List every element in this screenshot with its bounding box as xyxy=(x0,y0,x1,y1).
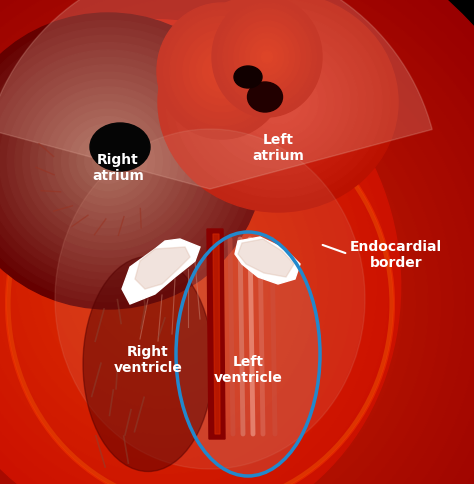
Ellipse shape xyxy=(124,225,276,384)
Ellipse shape xyxy=(202,51,241,92)
Text: Left
atrium: Left atrium xyxy=(252,133,304,163)
Ellipse shape xyxy=(0,91,403,484)
Ellipse shape xyxy=(214,44,342,161)
Ellipse shape xyxy=(230,59,326,147)
Ellipse shape xyxy=(0,58,217,265)
Ellipse shape xyxy=(0,29,247,295)
Ellipse shape xyxy=(0,14,263,309)
Ellipse shape xyxy=(164,11,281,133)
Ellipse shape xyxy=(162,264,238,344)
Ellipse shape xyxy=(223,10,311,106)
Ellipse shape xyxy=(158,0,398,212)
Ellipse shape xyxy=(0,21,255,302)
Ellipse shape xyxy=(0,25,466,484)
Ellipse shape xyxy=(52,163,268,396)
Ellipse shape xyxy=(7,66,209,257)
Ellipse shape xyxy=(234,67,262,89)
Ellipse shape xyxy=(0,44,232,280)
Ellipse shape xyxy=(149,251,251,358)
Polygon shape xyxy=(135,247,190,289)
Ellipse shape xyxy=(0,65,428,484)
Ellipse shape xyxy=(18,72,202,237)
Ellipse shape xyxy=(247,83,283,113)
Ellipse shape xyxy=(112,227,208,331)
Ellipse shape xyxy=(0,46,376,484)
Text: Right
ventricle: Right ventricle xyxy=(114,344,182,374)
Ellipse shape xyxy=(222,52,334,154)
Ellipse shape xyxy=(174,278,225,331)
Ellipse shape xyxy=(15,73,201,250)
Ellipse shape xyxy=(36,131,365,477)
Ellipse shape xyxy=(218,4,317,112)
Ellipse shape xyxy=(88,202,232,357)
Ellipse shape xyxy=(73,171,327,438)
Polygon shape xyxy=(235,238,300,285)
Ellipse shape xyxy=(175,232,320,477)
Ellipse shape xyxy=(64,176,256,383)
Ellipse shape xyxy=(166,0,390,205)
Ellipse shape xyxy=(0,72,353,484)
Ellipse shape xyxy=(183,31,261,113)
Ellipse shape xyxy=(209,58,235,85)
Ellipse shape xyxy=(40,150,280,409)
Ellipse shape xyxy=(216,65,228,78)
Ellipse shape xyxy=(90,124,150,172)
Ellipse shape xyxy=(0,85,340,473)
Ellipse shape xyxy=(27,137,292,422)
Ellipse shape xyxy=(234,22,300,94)
Ellipse shape xyxy=(0,51,224,272)
Ellipse shape xyxy=(196,45,248,99)
Ellipse shape xyxy=(250,40,283,76)
Ellipse shape xyxy=(83,257,213,471)
Ellipse shape xyxy=(55,130,365,469)
Polygon shape xyxy=(207,229,225,439)
Ellipse shape xyxy=(206,37,350,168)
Ellipse shape xyxy=(170,17,274,126)
Ellipse shape xyxy=(256,46,278,70)
Ellipse shape xyxy=(0,78,415,484)
Ellipse shape xyxy=(77,132,139,191)
Ellipse shape xyxy=(111,211,289,397)
Ellipse shape xyxy=(0,60,365,484)
Ellipse shape xyxy=(76,189,244,370)
Ellipse shape xyxy=(86,184,314,424)
Polygon shape xyxy=(122,240,200,304)
Ellipse shape xyxy=(228,16,306,100)
Ellipse shape xyxy=(16,124,304,435)
Ellipse shape xyxy=(190,38,255,106)
Ellipse shape xyxy=(198,30,358,176)
Ellipse shape xyxy=(236,22,301,94)
Ellipse shape xyxy=(254,81,302,125)
Ellipse shape xyxy=(85,139,131,184)
Ellipse shape xyxy=(136,254,184,305)
Ellipse shape xyxy=(0,36,240,287)
Ellipse shape xyxy=(23,118,377,484)
Ellipse shape xyxy=(99,198,301,411)
Ellipse shape xyxy=(182,15,374,191)
Ellipse shape xyxy=(176,24,267,120)
Ellipse shape xyxy=(48,145,352,464)
Ellipse shape xyxy=(0,95,410,484)
Text: Left
ventricle: Left ventricle xyxy=(214,354,283,384)
Ellipse shape xyxy=(190,22,366,183)
Ellipse shape xyxy=(174,8,382,198)
Ellipse shape xyxy=(262,88,294,118)
Ellipse shape xyxy=(92,147,124,177)
Ellipse shape xyxy=(212,0,322,118)
Ellipse shape xyxy=(23,80,193,243)
Ellipse shape xyxy=(157,4,287,140)
Ellipse shape xyxy=(62,117,155,206)
Text: Endocardial
border: Endocardial border xyxy=(350,240,442,270)
Ellipse shape xyxy=(38,95,178,228)
Ellipse shape xyxy=(245,34,289,82)
Ellipse shape xyxy=(238,66,318,139)
Ellipse shape xyxy=(4,111,317,448)
Ellipse shape xyxy=(30,88,185,236)
